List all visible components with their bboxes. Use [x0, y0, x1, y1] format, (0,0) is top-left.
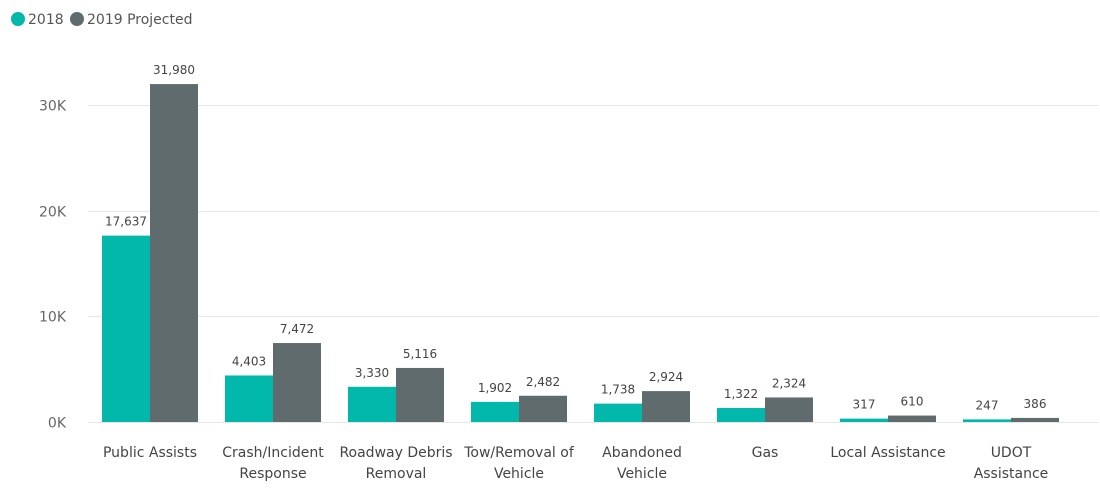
- x-tick-label-3-line-0: Tow/Removal of: [463, 445, 575, 461]
- legend-label-2: 2019 Projected: [87, 12, 192, 28]
- y-tick-label-3: 30K: [39, 99, 67, 115]
- x-tick-label-2-line-1: Removal: [366, 466, 427, 482]
- legend-marker-2: [70, 12, 84, 26]
- y-tick-label-0: 0K: [48, 416, 67, 432]
- x-tick-label-7-line-0: UDOT: [991, 445, 1032, 461]
- bar-2018-7: [963, 419, 1011, 422]
- legend-marker-1: [11, 12, 25, 26]
- data-label-2018-1: 4,403: [232, 354, 266, 368]
- data-label-2018-2: 3,330: [355, 366, 389, 380]
- bar-2018-5: [717, 408, 765, 422]
- bar-2019-projected-7: [1011, 417, 1059, 422]
- x-tick-label-2-line-0: Roadway Debris: [339, 445, 452, 461]
- bar-2019-projected-3: [519, 395, 567, 422]
- data-label-2019-projected-5: 2,324: [772, 376, 806, 390]
- x-tick-label-1-line-1: Response: [239, 466, 306, 482]
- x-tick-label-0: Public Assists: [103, 445, 197, 461]
- data-label-2018-6: 317: [853, 398, 876, 412]
- bar-2019-projected-2: [396, 367, 444, 422]
- bar-2018-1: [225, 375, 273, 422]
- bar-2018-6: [840, 418, 888, 422]
- x-tick-label-4-line-1: Vehicle: [617, 466, 667, 482]
- bar-2019-projected-4: [642, 391, 690, 422]
- x-tick-label-4-line-0: Abandoned: [602, 445, 682, 461]
- y-tick-label-2: 20K: [39, 205, 67, 221]
- data-label-2018-7: 247: [976, 398, 999, 412]
- y-tick-label-1: 10K: [39, 310, 67, 326]
- data-label-2018-5: 1,322: [724, 387, 758, 401]
- legend-label-1: 2018: [28, 12, 64, 28]
- data-label-2019-projected-6: 610: [901, 395, 924, 409]
- data-label-2018-4: 1,738: [601, 383, 635, 397]
- data-label-2019-projected-3: 2,482: [526, 375, 560, 389]
- bar-2018-0: [102, 235, 150, 422]
- x-tick-label-7-line-1: Assistance: [974, 466, 1049, 482]
- bar-2018-4: [594, 403, 642, 422]
- bar-2019-projected-1: [273, 343, 321, 422]
- data-label-2019-projected-2: 5,116: [403, 347, 437, 361]
- x-tick-label-3-line-1: Vehicle: [494, 466, 544, 482]
- x-tick-label-5: Gas: [752, 445, 779, 461]
- data-label-2019-projected-7: 386: [1024, 397, 1047, 411]
- bar-2018-3: [471, 401, 519, 422]
- bar-2019-projected-0: [150, 84, 198, 422]
- data-label-2019-projected-0: 31,980: [153, 63, 195, 77]
- x-tick-label-1-line-0: Crash/Incident: [222, 445, 324, 461]
- data-label-2019-projected-4: 2,924: [649, 370, 683, 384]
- data-label-2018-3: 1,902: [478, 381, 512, 395]
- data-label-2018-0: 17,637: [105, 215, 147, 229]
- bar-2019-projected-5: [765, 397, 813, 422]
- data-label-2019-projected-1: 7,472: [280, 322, 314, 336]
- bar-2019-projected-6: [888, 415, 936, 422]
- bar-2018-2: [348, 386, 396, 422]
- x-tick-label-6: Local Assistance: [830, 445, 945, 461]
